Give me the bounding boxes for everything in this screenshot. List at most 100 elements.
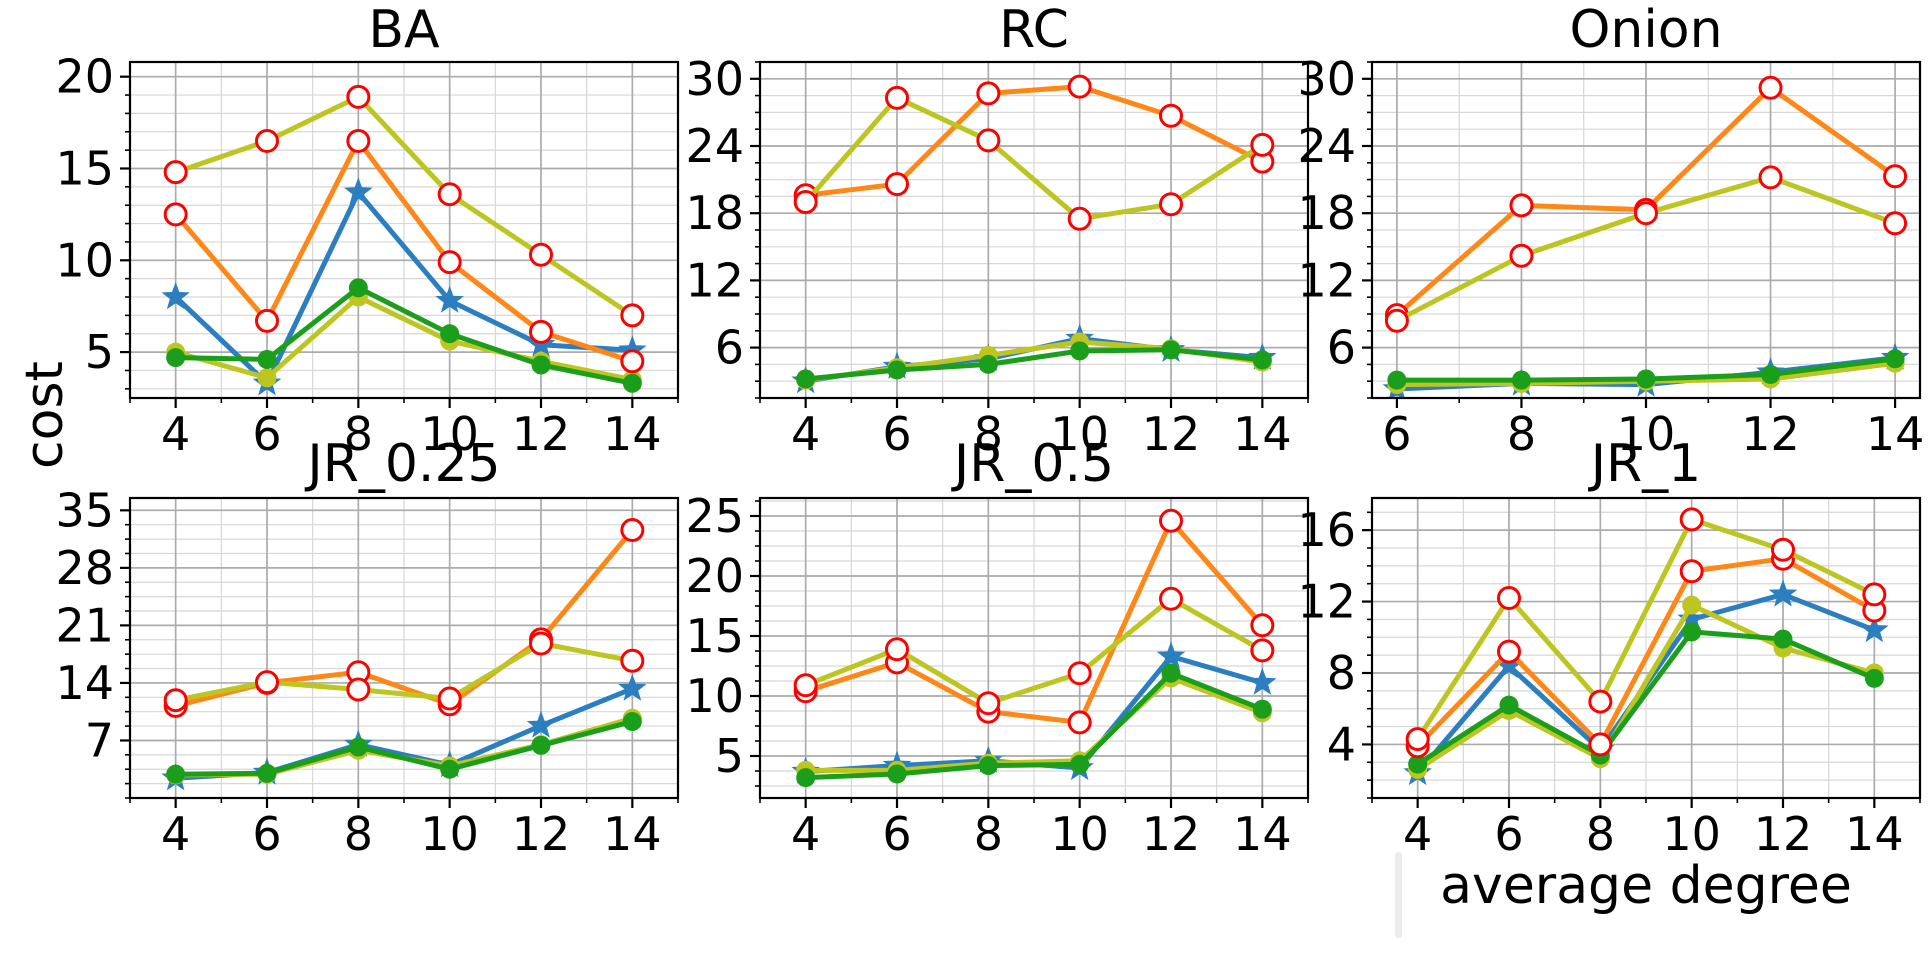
series-olive-open-circle <box>163 631 645 713</box>
open-circle-marker <box>1159 508 1183 533</box>
series-olive-open-circle-line <box>803 95 1265 222</box>
series-olive-dot-line <box>1415 602 1877 772</box>
open-circle-marker <box>437 686 462 711</box>
x-tick-label: 4 <box>791 407 820 458</box>
x-tick-label: 14 <box>603 807 662 858</box>
x-tick-label: 8 <box>344 807 373 858</box>
dot-marker <box>348 737 368 757</box>
y-tick-label: 7 <box>85 713 114 767</box>
y-tick-label: 20 <box>55 56 114 104</box>
open-circle-marker <box>1883 211 1908 236</box>
open-circle-marker <box>1067 206 1092 231</box>
star-marker <box>1248 667 1277 695</box>
x-tick-label: 14 <box>1233 407 1292 458</box>
y-tick-label: 15 <box>55 141 114 195</box>
series-olive-open-circle <box>793 85 1275 231</box>
open-circle-marker <box>1497 586 1521 610</box>
open-circle-marker <box>346 84 371 109</box>
star-marker <box>618 673 647 701</box>
chart-title-jr-0-25: JR_0.25 <box>307 434 501 494</box>
x-axis-label: average degree <box>1440 856 1852 916</box>
star-marker <box>1768 579 1798 607</box>
chart-ba-plot: 4 6 8 10 12 14 5 10 15 20 <box>55 56 680 458</box>
dot-marker <box>1885 349 1905 369</box>
open-circle-marker <box>1159 192 1183 217</box>
x-tick-label: 12 <box>1142 807 1201 858</box>
x-tick-label: 8 <box>974 407 1003 458</box>
open-circle-marker <box>529 242 553 267</box>
open-circle-marker <box>437 250 462 275</box>
y-tick-label: 24 <box>685 119 744 173</box>
dot-marker <box>257 368 277 388</box>
open-circle-marker <box>529 319 553 344</box>
x-tick-label: 6 <box>1494 807 1523 858</box>
y-tick-label: 8 <box>1327 646 1356 700</box>
open-circle-marker <box>1679 507 1704 532</box>
series-green-dot <box>796 340 1272 389</box>
y-tick-label: 20 <box>685 549 744 603</box>
axis-ticks-and-labels: 4 6 8 10 12 14 5 10 15 20 25 <box>685 492 1309 858</box>
open-circle-marker <box>346 677 371 702</box>
star-marker <box>526 710 556 738</box>
dot-marker <box>1161 340 1181 360</box>
chart-title-jr-0-5: JR_0.5 <box>953 434 1115 494</box>
chart-title-rc: RC <box>999 0 1069 60</box>
gridlines <box>1371 498 1921 799</box>
y-tick-label: 10 <box>685 669 744 723</box>
open-circle-marker <box>1758 165 1783 190</box>
open-circle-marker <box>885 85 909 110</box>
series-olive-open-circle <box>163 84 645 328</box>
series-green-dot-line <box>803 347 1265 382</box>
x-tick-label: 14 <box>1845 807 1904 858</box>
chart-jr-0-5-plot: 4 6 8 10 12 14 5 10 15 20 25 <box>685 492 1310 858</box>
series-orange-open-circle <box>793 74 1275 208</box>
x-tick-label: 6 <box>1382 407 1411 458</box>
open-circle-marker <box>976 81 1001 106</box>
x-tick-label: 8 <box>344 407 373 458</box>
series-olive-open-circle-line <box>173 94 635 318</box>
open-circle-marker <box>1758 75 1783 100</box>
y-tick-label: 14 <box>55 656 114 710</box>
dot-marker <box>622 712 642 732</box>
dot-marker <box>1682 595 1702 615</box>
star-marker <box>161 282 190 310</box>
open-circle-marker <box>1771 537 1795 562</box>
series-green-dot <box>796 663 1272 788</box>
series-green-dot <box>1387 349 1905 390</box>
open-circle-marker <box>1509 243 1534 268</box>
star-marker <box>1494 650 1524 678</box>
star-marker <box>618 335 647 363</box>
dot-marker <box>440 324 460 344</box>
dot-marker <box>1864 668 1884 688</box>
series-olive-open-circle-line <box>803 596 1265 706</box>
dot-marker <box>1773 629 1793 649</box>
series-green-dot <box>166 278 642 393</box>
x-tick-label: 14 <box>603 407 662 458</box>
dot-marker <box>1761 364 1781 384</box>
dot-marker <box>887 764 907 784</box>
dot-marker <box>257 349 277 369</box>
open-circle-marker <box>793 190 818 214</box>
star-marker <box>1860 615 1889 643</box>
dot-marker <box>978 756 998 776</box>
dot-marker <box>1070 754 1090 774</box>
open-circle-marker <box>620 303 645 328</box>
y-tick-label: 18 <box>1297 186 1356 240</box>
open-circle-marker <box>1250 132 1275 157</box>
dot-marker <box>166 764 186 784</box>
series-olive-dot-line <box>173 294 635 383</box>
series-olive-open-circle-line <box>1415 516 1877 742</box>
series-green-dot <box>166 712 642 784</box>
y-tick-label: 10 <box>55 233 114 287</box>
series-orange-open-circle-line <box>803 84 1265 198</box>
open-circle-marker <box>163 160 188 185</box>
star-marker <box>435 285 464 313</box>
y-tick-label: 18 <box>685 186 744 240</box>
y-tick-label: 5 <box>715 729 744 783</box>
chart-title-jr-1: JR_1 <box>1590 434 1702 494</box>
series-green-dot <box>1408 622 1884 774</box>
dot-marker <box>1636 369 1656 389</box>
x-tick-label: 10 <box>420 407 479 458</box>
